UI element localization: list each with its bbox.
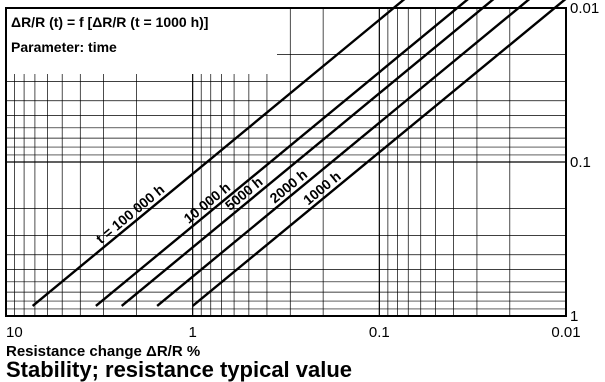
x-tick-label: 10 xyxy=(6,324,23,341)
figure-caption-title: Stability; resistance typical value xyxy=(6,357,353,382)
plot-frame xyxy=(5,7,567,317)
chart-title-line-2: Parameter: time xyxy=(11,39,117,55)
y-tick-label: 1 xyxy=(570,308,578,325)
x-tick-label: 0.1 xyxy=(369,324,390,341)
series-line xyxy=(95,0,469,307)
chart-title-line-1: ΔR/R (t) = f [ΔR/R (t = 1000 h)] xyxy=(11,14,208,30)
series-line xyxy=(191,0,567,307)
x-axis-label: Resistance change ΔR/R % xyxy=(6,343,201,360)
y-tick-label: 0.01 xyxy=(570,0,599,17)
series-line xyxy=(156,0,531,307)
series-line xyxy=(120,0,495,307)
y-tick-label: 0.1 xyxy=(570,154,591,171)
title-box: ΔR/R (t) = f [ΔR/R (t = 1000 h)] Paramet… xyxy=(7,9,277,74)
x-tick-label: 0.01 xyxy=(551,324,580,341)
tick-labels: 10 1 0.1 0.01 0.01 0.1 1 xyxy=(6,0,599,341)
series-line xyxy=(31,0,406,307)
x-tick-label: 1 xyxy=(188,324,196,341)
